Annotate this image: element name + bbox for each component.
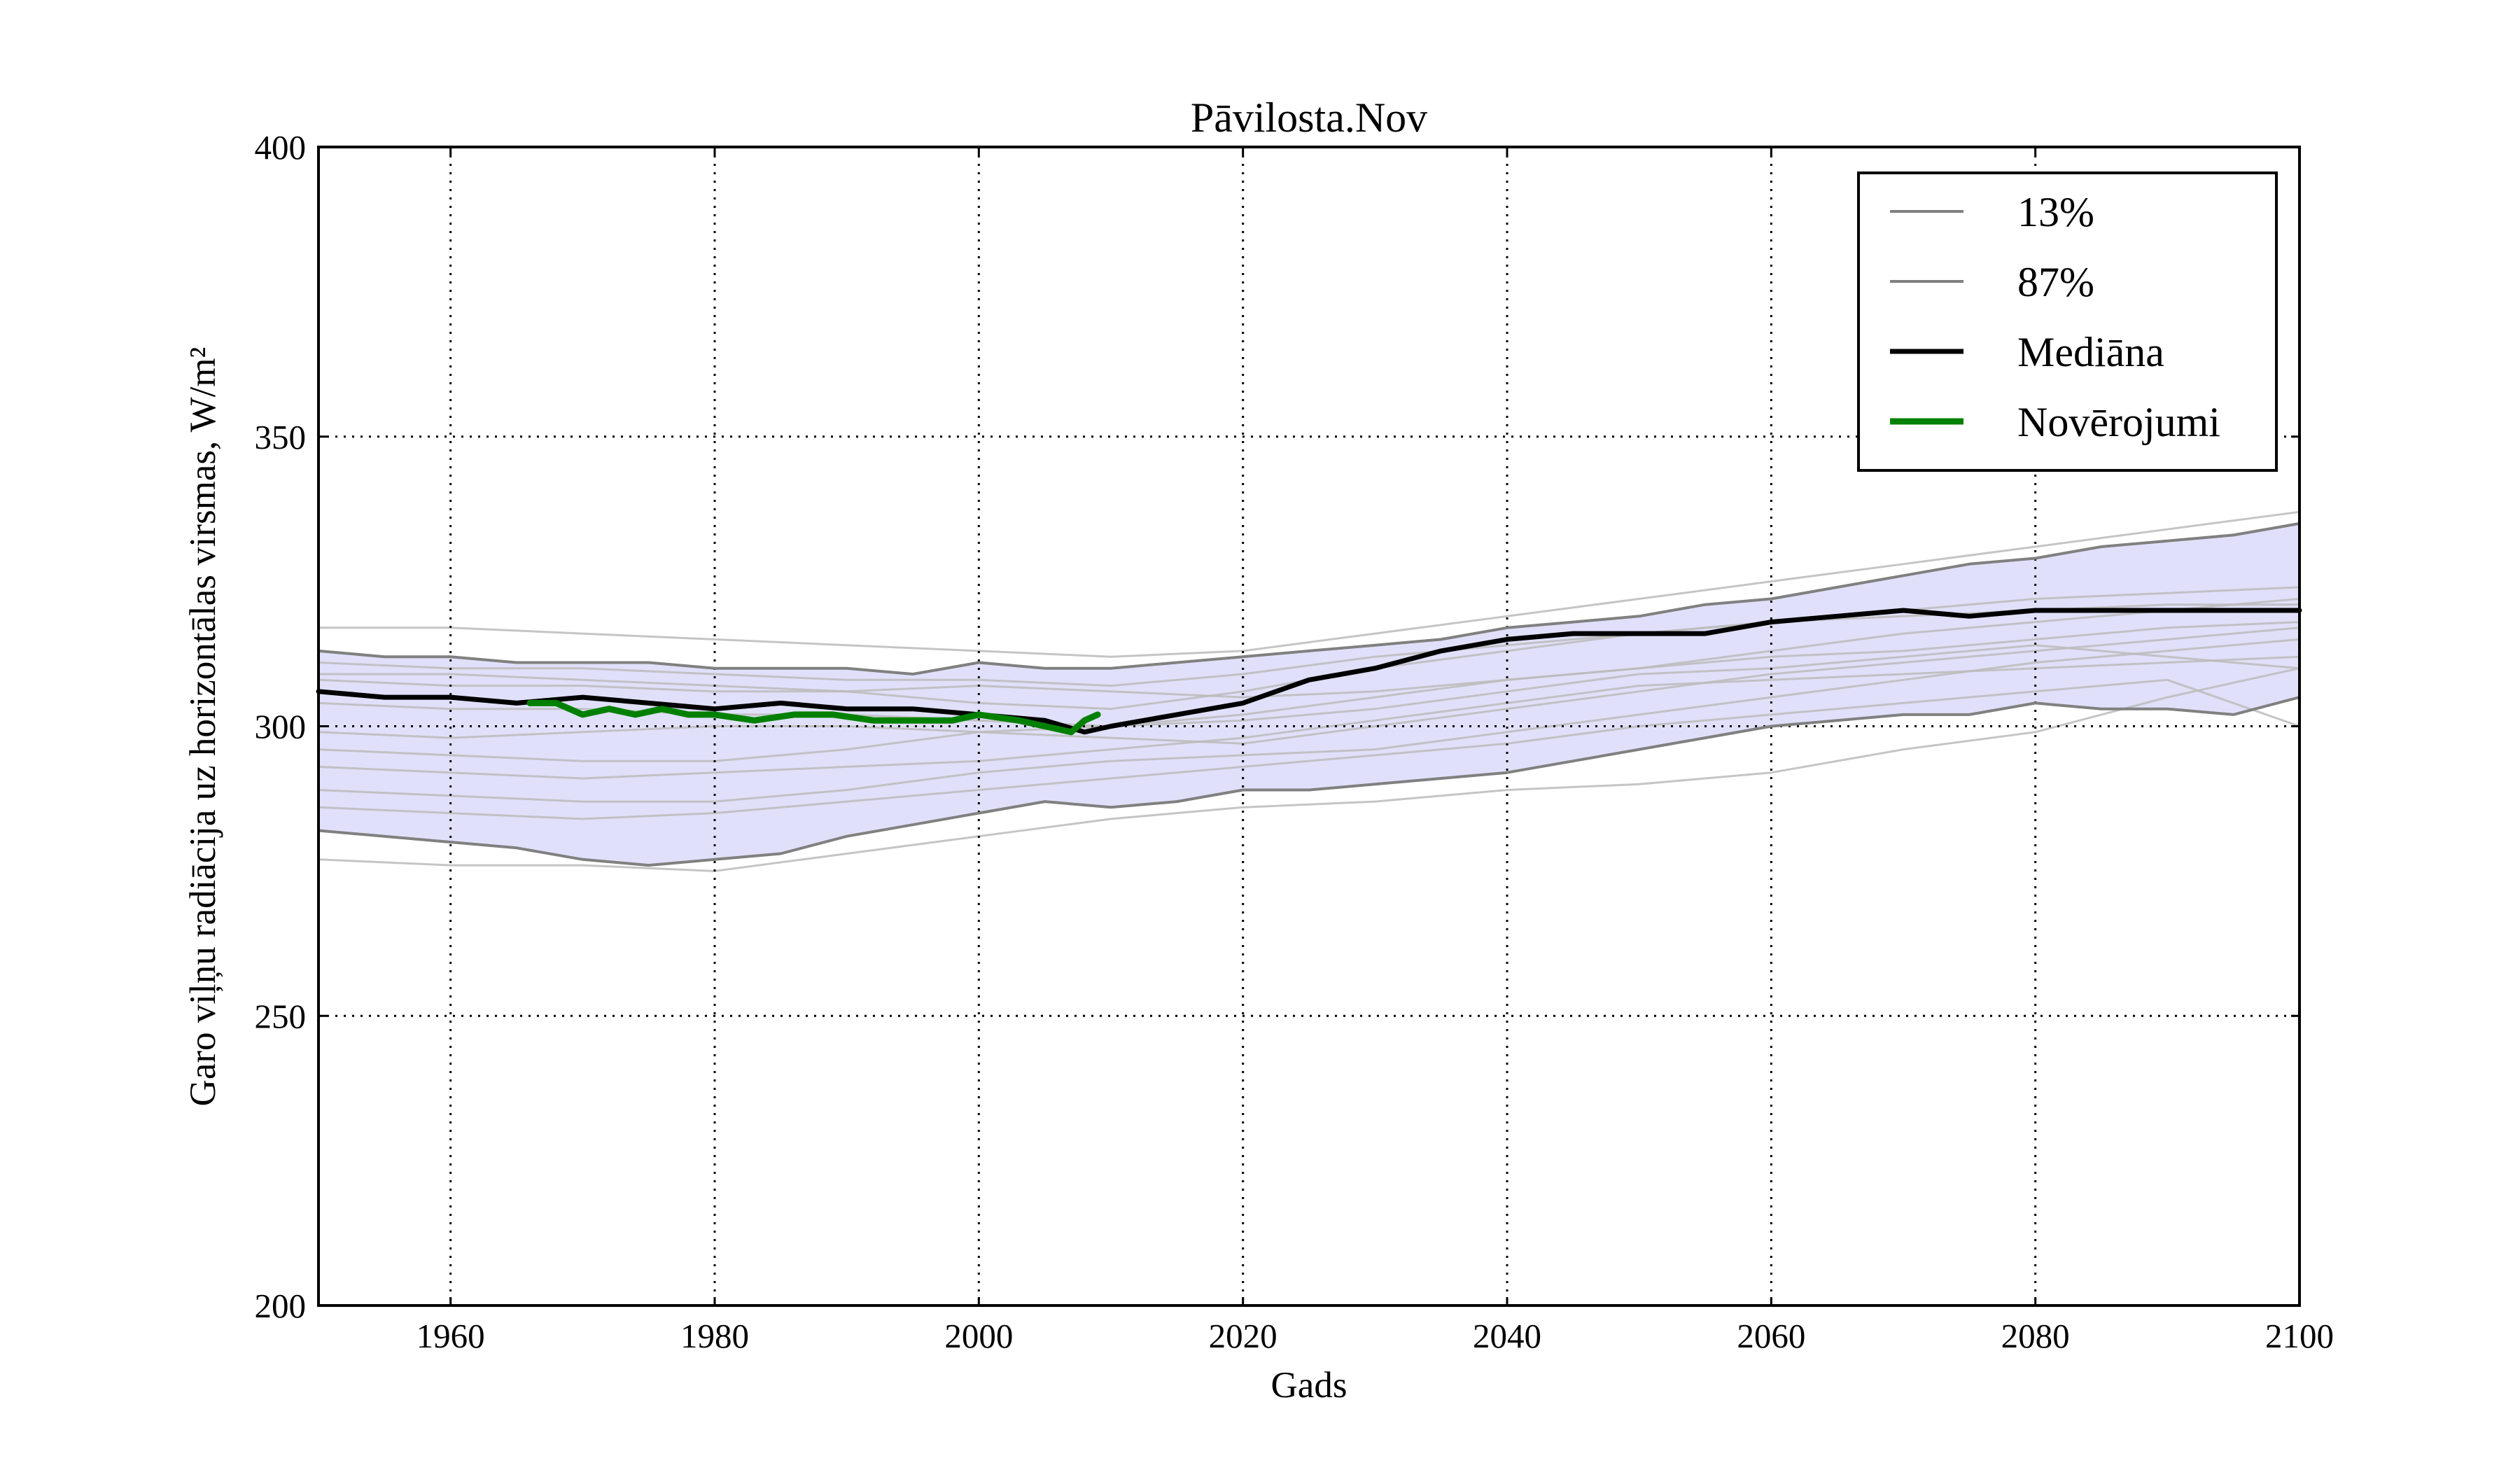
x-tick-label: 2000 xyxy=(944,1317,1013,1355)
series-line-1 xyxy=(317,696,2301,867)
series-line-2 xyxy=(317,522,2301,676)
y-tick-label: 250 xyxy=(255,997,307,1035)
chart-title: Pāvilosta.Nov xyxy=(1191,94,1427,141)
ensemble-member-line-11 xyxy=(318,603,2300,687)
x-tick-label: 2040 xyxy=(1473,1317,1541,1355)
series-line-4 xyxy=(526,699,1101,736)
x-axis-label: Gads xyxy=(1271,1365,1348,1406)
series-lines xyxy=(316,522,2302,867)
series-line-3 xyxy=(316,608,2302,735)
axis-ticks: 1960 1980 2000 2020 2040 2060 2080 2100 200 250 30… xyxy=(255,128,2334,1355)
y-tick-label: 350 xyxy=(255,418,307,456)
x-tick-label: 2100 xyxy=(2265,1317,2334,1355)
ensemble-member-line-1 xyxy=(318,510,2300,658)
y-tick-label: 200 xyxy=(255,1287,307,1325)
legend-label: 13% xyxy=(2017,189,2094,235)
ensemble-member-line-8 xyxy=(318,655,2300,780)
x-tick-label: 1960 xyxy=(416,1317,485,1355)
ensemble-member-line-6 xyxy=(318,621,2300,762)
plot-area xyxy=(316,147,2302,1306)
x-tick-label: 2020 xyxy=(1209,1317,1278,1355)
y-axis-label: Garo viļņu radiācija uz horizontālas vir… xyxy=(183,347,223,1107)
ensemble-member-line-4 xyxy=(318,626,2300,745)
ensemble-member-line-10 xyxy=(318,678,2300,820)
ensemble-member-line-9 xyxy=(318,598,2300,699)
x-tick-label: 2060 xyxy=(1737,1317,1805,1355)
ensemble-member-line-2 xyxy=(318,667,2300,872)
legend-label: Novērojumi xyxy=(2017,399,2220,445)
x-tick-label: 2080 xyxy=(2001,1317,2070,1355)
x-tick-label: 1980 xyxy=(680,1317,749,1355)
legend: 13% 87% Mediāna Novērojumi xyxy=(1857,172,2278,472)
legend-label: Mediāna xyxy=(2017,329,2164,375)
y-tick-label: 300 xyxy=(255,708,307,746)
legend-entries: 13% 87% Mediāna Novērojumi xyxy=(1890,189,2220,445)
legend-label: 87% xyxy=(2017,259,2094,305)
y-tick-label: 400 xyxy=(255,128,307,167)
